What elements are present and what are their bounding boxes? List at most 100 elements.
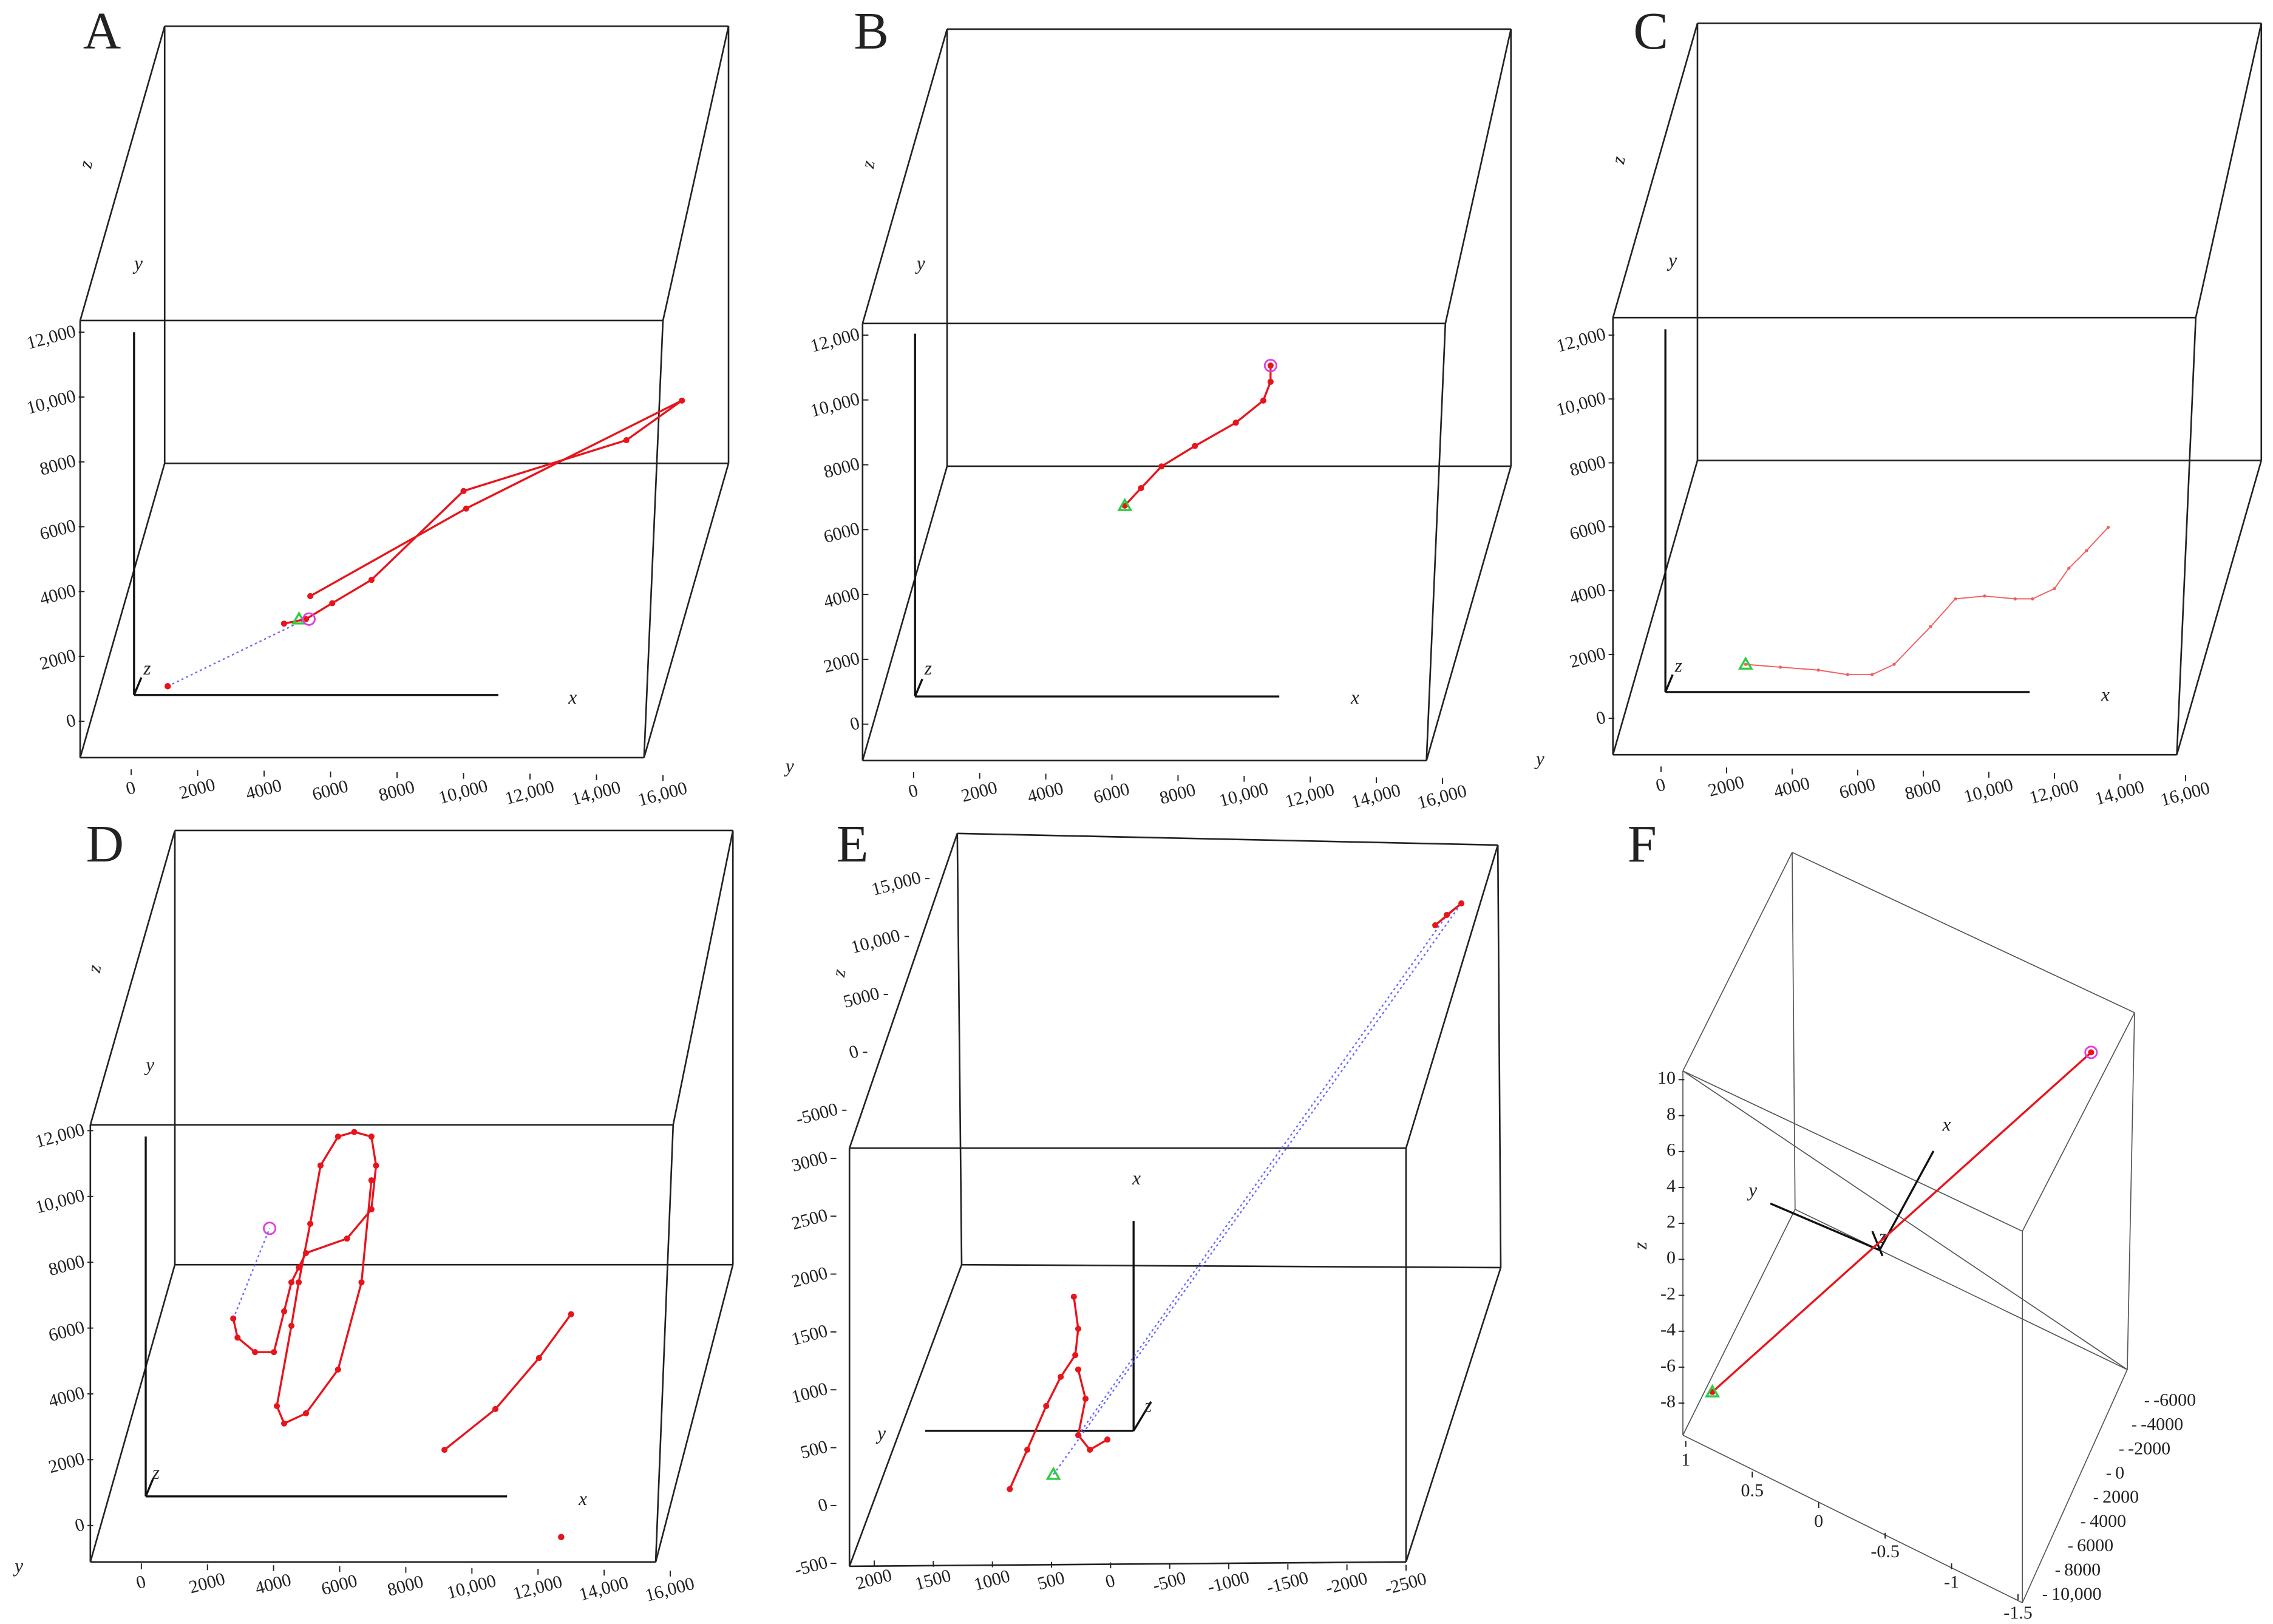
box-edge [1612,23,1699,318]
point [1075,1325,1082,1332]
axis-label: y [132,253,143,274]
axis-label: x [1942,1113,1951,1135]
box-edge [643,463,730,758]
x-tick-label: 6000 [1092,779,1132,807]
box-edge [2176,318,2197,755]
point [1458,900,1465,907]
point [1138,484,1144,492]
y-tick-label: 10,000 [24,386,78,418]
y-tick-label: 8000 [821,454,861,482]
x-tick-label: -1 [1944,1572,1959,1592]
point [623,437,630,444]
y-tick-label: 4000 [46,1382,86,1411]
box-edge [1405,844,1499,1149]
point [1744,662,1747,666]
trajectory-line [284,399,683,625]
z-tick-label: -6000 [2153,1390,2196,1410]
y-tick-label: 12,000 [33,1119,87,1152]
box-edge [2022,1012,2135,1232]
point [1007,1486,1013,1492]
x-tick-label: -0.5 [1870,1541,1899,1561]
y-tick-label: 1500 [789,1320,829,1349]
y-tick-label: 1000 [789,1379,829,1407]
axis-label: x [578,1488,587,1509]
x-tick-label: 0 [906,780,920,802]
trajectory-line [1711,1052,2092,1393]
point [1087,1446,1093,1453]
y-tick-label: 4 [1667,1176,1676,1196]
panel-label: D [86,815,124,873]
x-tick-label: 14,000 [2093,776,2146,809]
z-tick-label: 5000 [841,984,882,1012]
point [1192,443,1198,449]
axis-label: y [1747,1179,1757,1200]
y-tick-label: 12,000 [808,324,861,356]
point [368,1133,375,1140]
box-edge [662,25,730,321]
x-tick-label: 8000 [386,1572,426,1600]
x-tick-label: 2000 [1706,772,1746,801]
point [1954,597,1957,601]
point [230,1315,237,1322]
point [373,1162,379,1169]
y-tick-label: 0 [1667,1248,1676,1268]
point [441,1447,448,1453]
axis-label: z [1674,654,1682,676]
axis-line [1770,1202,1880,1251]
box-edge [1612,460,1699,755]
point [535,1354,542,1361]
y-tick-label: 8 [1667,1104,1676,1124]
x-tick-label: 12,000 [2027,776,2081,808]
trajectory-line [1008,1296,1079,1490]
y-tick-label: 0 [1594,707,1608,729]
point [2067,566,2071,570]
x-tick-label: 1500 [912,1566,953,1594]
y-tick-label: 10 [1657,1068,1676,1088]
point [1072,1351,1079,1359]
z-tick-label: 0 [847,1041,861,1063]
point [329,600,336,606]
box-edge [848,833,959,1149]
box-edge [654,1124,674,1562]
point [281,1308,288,1314]
box-edge [672,830,734,1126]
x-tick-label: 10,000 [445,1571,498,1603]
box-edge [1792,852,2135,1013]
y-tick-label: 2000 [46,1449,86,1477]
point [1070,1293,1077,1300]
point [302,616,310,622]
start-marker [291,611,307,625]
box-edge [849,1561,1407,1568]
y-tick-label: 0 [73,1514,87,1536]
axis-label: y [144,1054,154,1075]
x-tick-label: 14,000 [577,1572,630,1605]
box-edge [79,25,166,321]
x-tick-label: 0 [1654,775,1668,797]
box-edge [1795,1209,2128,1370]
panel-label: B [854,2,889,60]
box-edge [956,833,963,1265]
point [288,1279,295,1286]
y-tick-label: 8000 [1568,452,1608,480]
y-tick-label: 6000 [821,518,861,547]
point [307,593,314,599]
z-tick-label: 10,000 [2051,1584,2101,1604]
point [1432,922,1439,929]
box-edge [1682,1070,2023,1232]
y-tick-label: -6 [1660,1356,1676,1376]
panel-label: A [83,2,121,60]
y-tick-label: 10,000 [33,1185,87,1217]
x-tick-label: 0 [134,1571,148,1593]
point [1846,673,1849,676]
point [1444,912,1450,919]
axis-label: z [83,963,106,974]
point [302,1410,310,1416]
point [1075,1366,1082,1373]
point [271,1349,277,1356]
point [1260,397,1266,404]
box-edge [1425,323,1447,761]
box-edge [1444,29,1512,324]
z-tick-label: 0 [2115,1463,2124,1483]
point [344,1235,350,1242]
box-edge [1682,1209,1796,1436]
